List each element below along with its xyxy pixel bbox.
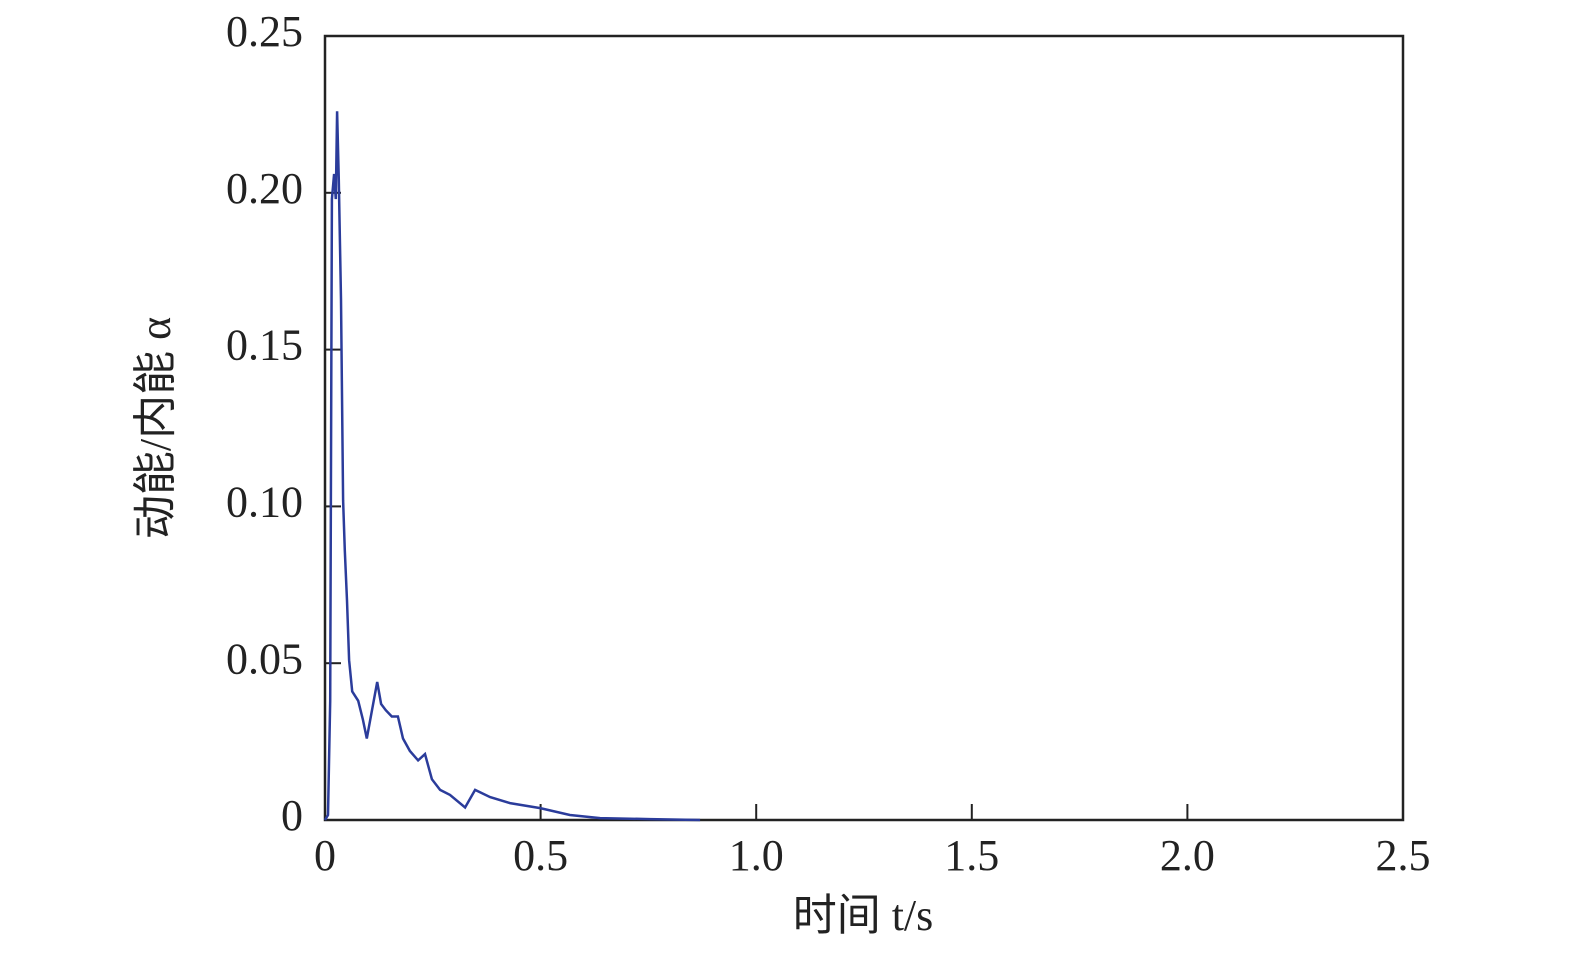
- x-axis-label: 时间 t/s: [793, 891, 934, 940]
- y-axis-label: 动能/内能 α: [131, 317, 180, 539]
- data-line: [323, 111, 701, 822]
- x-tick-label: 1.0: [729, 831, 784, 880]
- y-tick-label: 0.10: [226, 477, 303, 526]
- x-tick-label: 2.5: [1376, 831, 1431, 880]
- y-tick-label: 0.15: [226, 321, 303, 370]
- y-tick-label: 0.05: [226, 634, 303, 683]
- y-tick-label: 0: [281, 791, 303, 840]
- plot-frame: [323, 34, 1405, 822]
- y-tick-label: 0.20: [226, 164, 303, 213]
- x-tick-label: 2.0: [1160, 831, 1215, 880]
- x-tick-label: 0.5: [513, 831, 568, 880]
- y-tick-label: 0.25: [226, 7, 303, 56]
- x-tick-label: 1.5: [944, 831, 999, 880]
- x-tick-label: 0: [314, 831, 336, 880]
